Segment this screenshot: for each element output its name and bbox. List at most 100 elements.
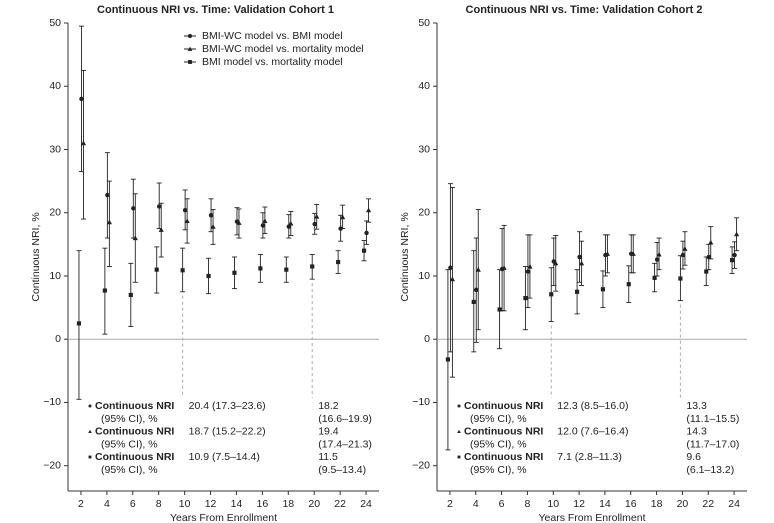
marker-circle [105,192,110,198]
marker-square [284,267,289,272]
marker-square [575,289,580,294]
panel: Continuous NRI vs. Time: Validation Coho… [399,4,747,523]
x-tick-label: 12 [573,498,585,510]
table-label: Continuous NRI [464,451,543,463]
x-tick-label: 18 [651,498,663,510]
marker-square [258,266,263,271]
marker-triangle [457,429,461,433]
marker-triangle [80,140,87,146]
x-tick-label: 14 [231,498,243,510]
table-label: Continuous NRI [95,425,174,437]
marker-triangle [210,224,216,229]
table-cell: (9.5–13.4) [318,464,366,476]
marker-triangle [365,207,372,213]
marker-circle [208,213,214,218]
table-cell: 11.5 [318,451,338,463]
marker-square [336,259,341,265]
marker-square [310,264,315,269]
marker-square [76,321,82,326]
panel: Continuous NRI vs. Time: Validation Coho… [30,4,379,523]
marker-triangle [132,235,138,241]
table-label: Continuous NRI [464,425,543,437]
marker-square [471,299,476,304]
x-tick-label: 22 [334,498,346,510]
marker-square [445,357,450,362]
table-sublabel: (95% CI), % [470,464,527,476]
table-cell: 20.4 (17.3–23.6) [189,400,266,412]
table-cell: 19.4 [318,425,339,437]
x-tick-label: 12 [205,498,217,510]
marker-triangle [475,267,481,272]
marker-circle [474,287,479,293]
marker-triangle [288,220,294,226]
table-cell: 9.6 [686,451,701,463]
table-cell: (17.4–21.3) [318,438,372,450]
y-tick-label: −10 [412,396,430,408]
y-tick-label: −20 [412,459,430,471]
legend-label: BMI-WC model vs. BMI model [202,30,343,42]
marker-square [523,296,528,301]
marker-square [549,292,554,297]
table-cell: 12.3 (8.5–16.0) [557,400,628,412]
marker-triangle [449,276,456,282]
x-tick-label: 16 [625,498,637,510]
x-tick-label: 6 [499,498,505,510]
x-tick-label: 6 [130,498,136,510]
marker-triangle [340,214,346,220]
y-tick-label: 40 [418,80,430,92]
marker-square [730,258,735,263]
marker-square [457,455,461,459]
marker-square [88,455,92,459]
marker-triangle [106,219,112,225]
x-tick-label: 20 [677,498,689,510]
y-tick-label: −20 [43,459,61,471]
table-label: Continuous NRI [464,400,543,412]
marker-circle [364,230,369,236]
marker-square [188,60,192,64]
marker-triangle [630,251,636,256]
marker-square [180,268,185,273]
marker-circle [79,96,84,102]
marker-square [206,273,211,279]
y-tick-label: 10 [418,270,430,282]
y-tick-label: 0 [424,333,430,345]
panel-title: Continuous NRI vs. Time: Validation Coho… [97,4,334,16]
x-tick-label: 2 [78,498,84,510]
x-tick-label: 8 [156,498,162,510]
x-tick-label: 4 [473,498,479,510]
y-tick-label: 50 [418,17,430,29]
marker-square [678,276,683,281]
y-tick-label: 40 [49,80,61,92]
marker-circle [457,404,461,408]
marker-circle [182,207,188,213]
marker-circle [156,204,162,209]
marker-square [361,248,367,253]
marker-circle [88,404,92,408]
marker-circle [187,33,193,39]
y-tick-label: 20 [49,207,61,219]
table-sublabel: (95% CI), % [101,464,158,476]
marker-triangle [184,218,190,224]
marker-triangle [262,218,268,224]
marker-square [652,275,657,280]
table-cell: 12.0 (7.6–16.4) [557,425,628,437]
marker-square [154,267,159,272]
marker-triangle [604,251,611,256]
x-tick-label: 24 [728,498,740,510]
x-tick-label: 10 [547,498,559,510]
table-cell: 7.1 (2.8–11.3) [557,451,622,463]
y-tick-label: 50 [49,17,61,29]
marker-triangle [158,227,164,232]
marker-circle [260,223,266,228]
marker-circle [654,257,660,262]
table-cell: 10.9 (7.5–14.4) [189,451,260,463]
marker-square [497,307,502,312]
table-sublabel: (95% CI), % [101,438,158,450]
y-tick-label: 30 [49,143,61,155]
x-tick-label: 16 [257,498,269,510]
marker-triangle [314,213,320,219]
legend-label: BMI model vs. mortality model [202,56,343,68]
marker-circle [732,252,737,258]
marker-triangle [88,429,92,433]
